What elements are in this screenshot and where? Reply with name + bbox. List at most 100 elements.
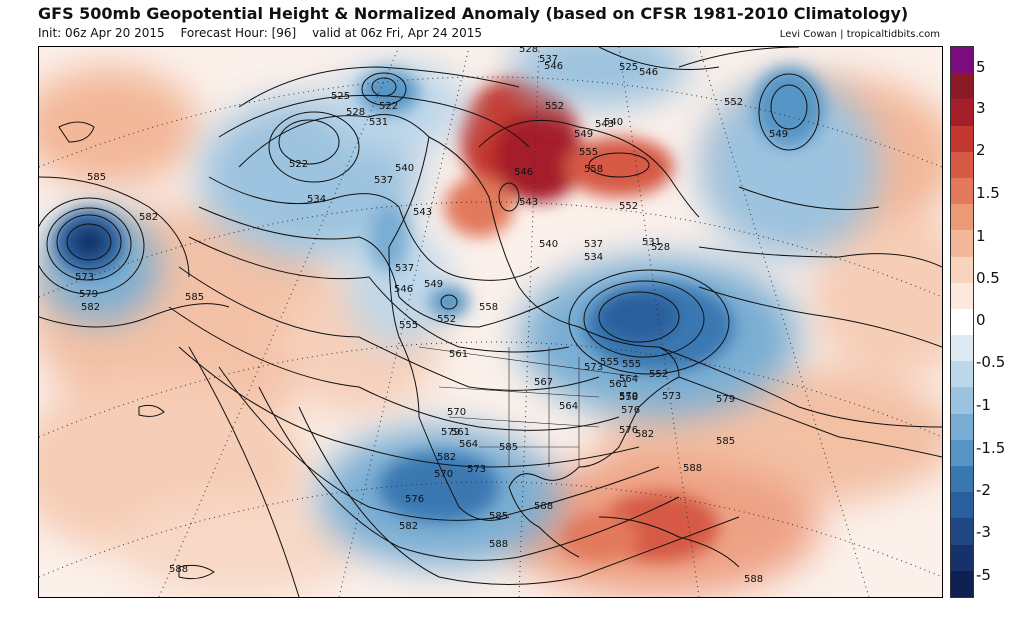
colorbar-segment bbox=[951, 361, 973, 388]
coastlines bbox=[58, 114, 740, 580]
contour-label: 573 bbox=[75, 272, 94, 283]
contour-label: 528 bbox=[346, 107, 365, 118]
contour-label: 585 bbox=[716, 436, 735, 447]
colorbar-tick-label: -0.5 bbox=[976, 353, 1006, 371]
contour-label: 528 bbox=[651, 242, 670, 253]
contour-label: 555 bbox=[399, 320, 418, 331]
colorbar-segment bbox=[951, 570, 973, 598]
contour-label: 540 bbox=[604, 117, 623, 128]
contour-label: 528 bbox=[519, 47, 538, 55]
colorbar-segment bbox=[951, 387, 973, 415]
contour-label: 537 bbox=[539, 54, 558, 65]
colorbar-segment bbox=[951, 230, 973, 258]
contour-label: 561 bbox=[609, 379, 628, 390]
contour-label: 582 bbox=[635, 429, 654, 440]
colorbar-segment bbox=[951, 256, 973, 284]
contour-label: 558 bbox=[584, 164, 603, 175]
colorbar-segment bbox=[951, 308, 973, 336]
contour-label: 552 bbox=[649, 369, 668, 380]
contour-label: 540 bbox=[539, 239, 558, 250]
contour-label: 525 bbox=[331, 91, 350, 102]
contour-label: 531 bbox=[369, 117, 388, 128]
contour-label: 585 bbox=[499, 442, 518, 453]
contour-label: 552 bbox=[724, 97, 743, 108]
colorbar-segment bbox=[951, 544, 973, 572]
contour-label: 579 bbox=[716, 394, 735, 405]
contour-label: 543 bbox=[519, 197, 538, 208]
contour-label: 576 bbox=[619, 425, 638, 436]
contour-label: 537 bbox=[395, 263, 414, 274]
colorbar-tick-label: 0 bbox=[976, 311, 986, 329]
contour-label: 579 bbox=[441, 427, 460, 438]
colorbar-segment bbox=[951, 204, 973, 231]
contour-label: 573 bbox=[584, 362, 603, 373]
contour-label: 546 bbox=[544, 61, 563, 72]
contour-label: 588 bbox=[683, 463, 702, 474]
contour-label: 561 bbox=[451, 427, 470, 438]
graticule bbox=[39, 47, 942, 597]
contour-label: 534 bbox=[584, 252, 603, 263]
contour-label: 582 bbox=[399, 521, 418, 532]
contour-label: 534 bbox=[307, 194, 326, 205]
contour-label: 588 bbox=[169, 564, 188, 575]
colorbar-tick-label: -2 bbox=[976, 481, 991, 499]
contour-label: 558 bbox=[479, 302, 498, 313]
colorbar-tick-label: -3 bbox=[976, 523, 991, 541]
colorbar-segment bbox=[951, 125, 973, 153]
contour-label: 546 bbox=[514, 167, 533, 178]
colorbar-segment bbox=[951, 518, 973, 546]
contour-label: 537 bbox=[584, 239, 603, 250]
forecast-info: Init: 06z Apr 20 2015 Forecast Hour: [96… bbox=[38, 26, 494, 40]
contour-label: 552 bbox=[545, 101, 564, 112]
height-contours bbox=[39, 47, 942, 597]
anomaly-shading-strong bbox=[444, 77, 719, 562]
contour-label: 570 bbox=[447, 407, 466, 418]
contour-label: 588 bbox=[534, 501, 553, 512]
author-credit: Levi Cowan | tropicaltidbits.com bbox=[779, 29, 940, 40]
contour-label: 555 bbox=[622, 359, 641, 370]
colorbar bbox=[950, 46, 974, 598]
contour-label: 546 bbox=[394, 284, 413, 295]
contour-label: 543 bbox=[595, 119, 614, 130]
contour-label: 585 bbox=[489, 511, 508, 522]
contour-label: 555 bbox=[579, 147, 598, 158]
contour-label: 546 bbox=[639, 67, 658, 78]
contour-label: 549 bbox=[574, 129, 593, 140]
contour-label: 522 bbox=[379, 101, 398, 112]
contour-label: 588 bbox=[489, 539, 508, 550]
colorbar-tick-label: 0.5 bbox=[976, 269, 1000, 287]
valid-time: valid at 06z Fri, Apr 24 2015 bbox=[312, 26, 482, 40]
contour-label: 549 bbox=[424, 279, 443, 290]
page-title: GFS 500mb Geopotential Height & Normaliz… bbox=[38, 4, 909, 23]
borders bbox=[418, 346, 640, 467]
forecast-hour: Forecast Hour: [96] bbox=[180, 26, 297, 40]
contour-label: 531 bbox=[642, 237, 661, 248]
weather-map: 585 582 573 579 582 585 525 528 531 522 522 534 537 5… bbox=[38, 46, 943, 598]
contour-label: 579 bbox=[79, 289, 98, 300]
contour-label: 552 bbox=[619, 201, 638, 212]
contour-label: 537 bbox=[374, 175, 393, 186]
contour-label: 585 bbox=[185, 292, 204, 303]
colorbar-tick-label: 1.5 bbox=[976, 184, 1000, 202]
contour-label: 558 bbox=[619, 392, 638, 403]
colorbar-tick-label: 2 bbox=[976, 141, 986, 159]
contour-label: 525 bbox=[619, 62, 638, 73]
colorbar-segment bbox=[951, 177, 973, 205]
contour-label: 582 bbox=[437, 452, 456, 463]
contour-label: 522 bbox=[289, 159, 308, 170]
colorbar-segment bbox=[951, 73, 973, 100]
contour-label: 564 bbox=[459, 439, 478, 450]
colorbar-segment bbox=[951, 47, 973, 74]
colorbar-tick-label: -1.5 bbox=[976, 439, 1006, 457]
contour-label: 573 bbox=[662, 391, 681, 402]
contour-label: 582 bbox=[81, 302, 100, 313]
contour-label: 576 bbox=[621, 405, 640, 416]
contour-label: 555 bbox=[600, 357, 619, 368]
colorbar-tick-label: -5 bbox=[976, 566, 991, 584]
contour-label: 570 bbox=[434, 469, 453, 480]
contour-label: 552 bbox=[437, 314, 456, 325]
colorbar-segment bbox=[951, 335, 973, 362]
contour-labels: 5855825735795825855255285315225225345375… bbox=[75, 47, 788, 585]
colorbar-tick-label: 3 bbox=[976, 99, 986, 117]
contour-label: 540 bbox=[395, 163, 414, 174]
